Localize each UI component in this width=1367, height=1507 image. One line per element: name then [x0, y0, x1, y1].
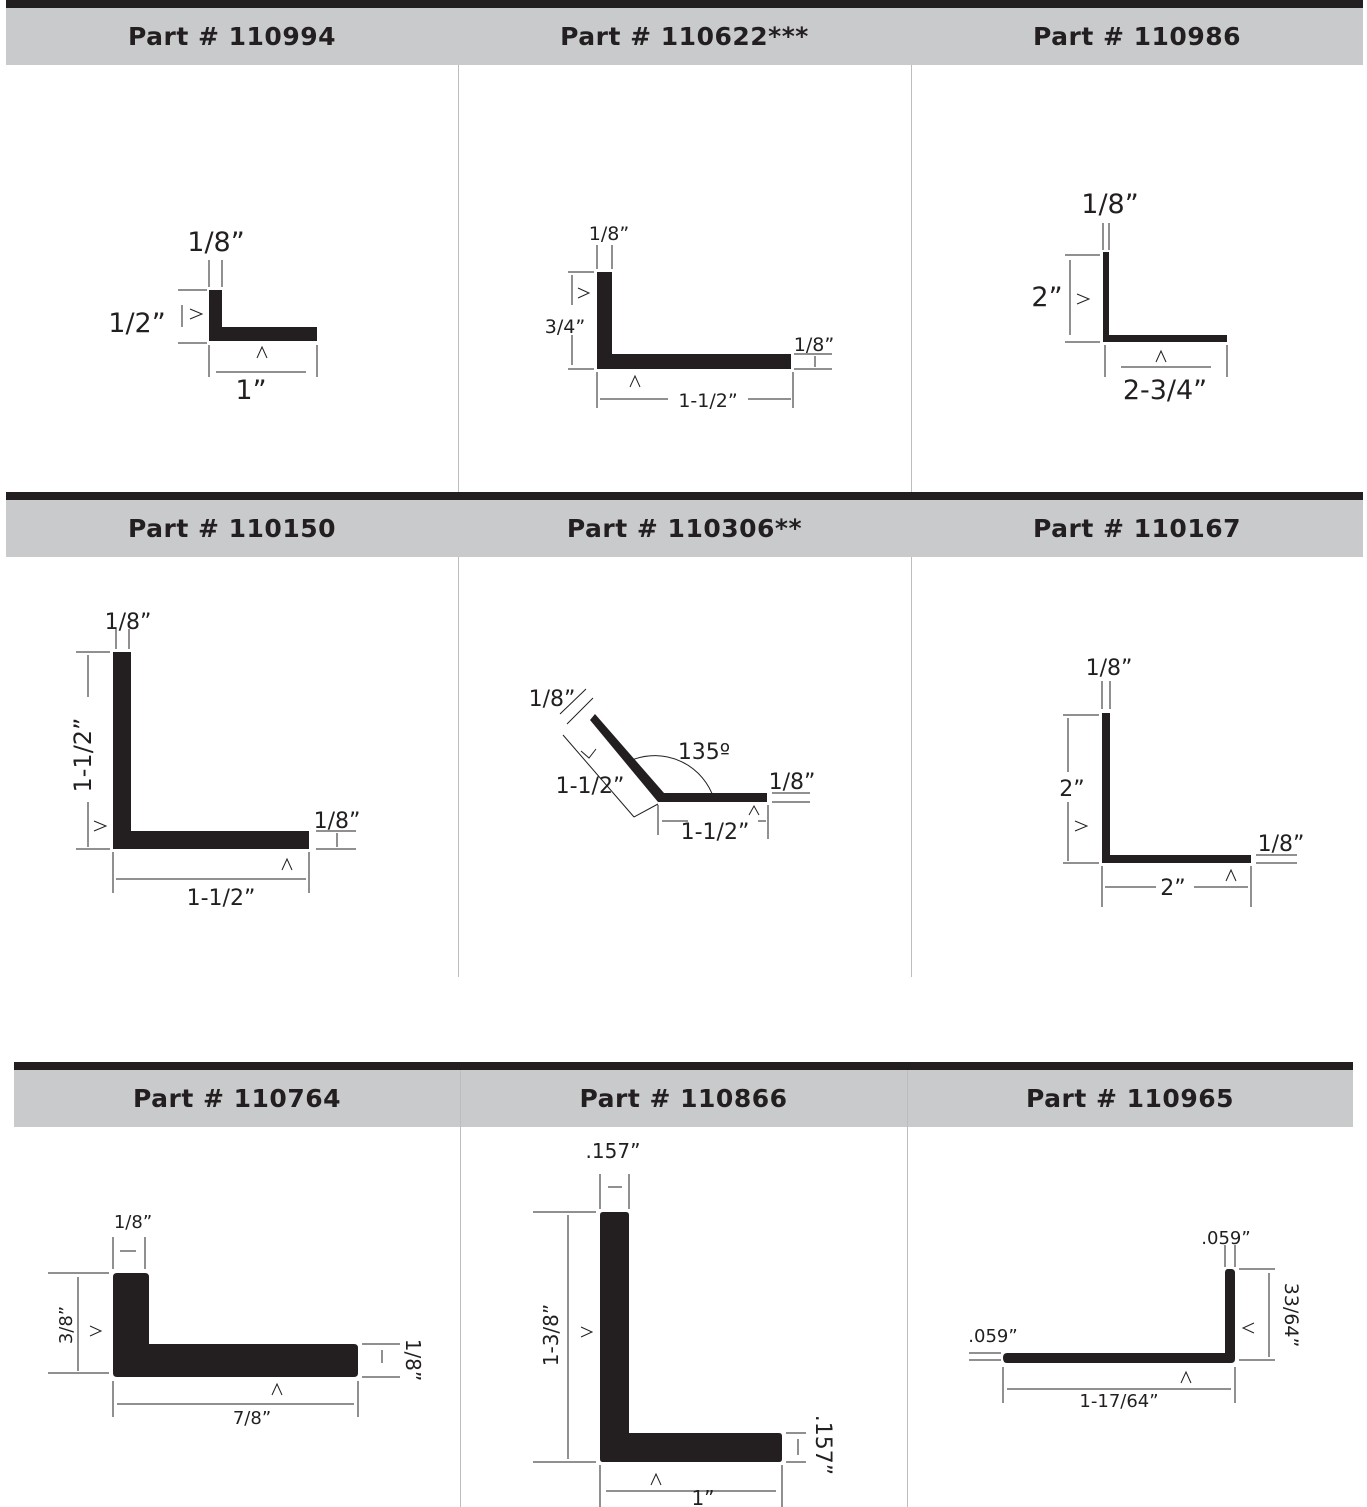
width-label: 7/8”: [233, 1408, 271, 1429]
thickness-label: 1/8”: [1086, 656, 1133, 681]
panel-title: Part # 110866: [579, 1084, 788, 1113]
angle-profile-shape: [113, 652, 309, 849]
leg-thickness-label: 1/8”: [1258, 832, 1305, 857]
dimension-line: [559, 688, 587, 715]
angle-profile-shape: [600, 1212, 782, 1462]
angle-profile-diagram-110622: 1/8” 3/4” 1-1/2” 1/8”: [545, 223, 834, 412]
weld-symbol: [1155, 349, 1167, 363]
row-3-header: [14, 1070, 1353, 1127]
thickness-label: 1/8”: [589, 223, 629, 245]
angle-profile-shape: [590, 714, 767, 802]
weld-symbol: [89, 1325, 103, 1337]
width-label: 1-17/64”: [1079, 1391, 1158, 1412]
weld-symbol: [271, 1382, 283, 1396]
weld-symbol: [1241, 1322, 1255, 1334]
height-label: 1/2”: [108, 308, 165, 339]
height-label: 1-1/2”: [69, 718, 97, 793]
width-label: 1-1/2”: [681, 820, 750, 845]
column-divider: [458, 557, 459, 977]
angle-profile-diagram-110965: .059” 33/64” .059” 1-17/64”: [968, 1228, 1302, 1412]
angle-label: 135º: [678, 740, 730, 765]
leg-thickness-label: .157”: [810, 1415, 835, 1475]
panel-title: Part # 110622***: [560, 22, 809, 51]
weld-symbol: [748, 804, 760, 816]
column-divider: [911, 65, 912, 492]
height-label: 2”: [1059, 777, 1084, 802]
thickness-label: 1/8”: [187, 227, 244, 258]
width-label: 1”: [235, 375, 266, 406]
thickness-label: 1/8”: [114, 1212, 152, 1233]
column-divider: [458, 65, 459, 492]
angle-profile-diagram-110986: 1/8” 2” 2-3/4”: [1031, 189, 1228, 406]
weld-symbol: [629, 374, 641, 388]
column-divider: [911, 557, 912, 977]
row-2-header: [6, 500, 1363, 557]
dimension-line: [566, 697, 594, 725]
leg-thickness-label: 1/8”: [401, 1339, 425, 1382]
weld-symbol: [1076, 293, 1091, 305]
weld-symbol: [93, 820, 108, 832]
weld-symbol: [256, 345, 268, 359]
angle-profile-shape: [1003, 1269, 1235, 1363]
width-label: 1-1/2”: [678, 390, 737, 412]
angle-profile-diagram-110866: .157” 1-3/8” 1” .157”: [533, 1139, 835, 1507]
leg-thickness-label: .059”: [968, 1326, 1017, 1347]
weld-symbol: [580, 1326, 594, 1338]
panel-title: Part # 110306**: [566, 514, 803, 543]
height-label: 3/8”: [56, 1306, 77, 1344]
height-label: 33/64”: [1280, 1283, 1302, 1348]
width-label: 1”: [691, 1486, 714, 1507]
angle-arc: [631, 755, 715, 800]
row-2-top-bar: [6, 492, 1363, 500]
angle-profile-shape: [209, 290, 317, 341]
row-3-top-bar: [14, 1062, 1353, 1070]
weld-symbol: [650, 1472, 662, 1486]
height-label: 3/4”: [545, 316, 585, 338]
angle-profile-shape: [113, 1273, 358, 1377]
weld-symbol: [577, 287, 591, 299]
row-1-header: [6, 8, 1363, 65]
angle-profile-diagram-110306: 1/8” 1-1/2” 135º 1-1/2” 1/8”: [529, 687, 816, 845]
leg-thickness-label: 1/8”: [794, 334, 834, 356]
panel-title: Part # 110764: [132, 1084, 342, 1113]
weld-symbol: [1074, 820, 1089, 832]
angle-profile-diagram-110150: 1/8” 1-1/2” 1-1/2” 1/8”: [69, 610, 361, 911]
angle-profile-diagram-110764: 1/8” 3/8” 7/8” 1/8”: [48, 1212, 425, 1429]
dimension-line: [562, 734, 635, 818]
weld-symbol: [1225, 868, 1237, 882]
angle-profile-shape: [597, 272, 791, 369]
panel-title: Part # 110167: [1032, 514, 1242, 543]
height-label: 1-3/8”: [539, 1304, 563, 1367]
panel-title: Part # 110965: [1025, 1084, 1235, 1113]
thickness-label: 1/8”: [529, 687, 576, 712]
thickness-label: .157”: [586, 1139, 641, 1163]
weld-symbol: [1180, 1370, 1192, 1384]
leg-thickness-label: 1/8”: [314, 809, 361, 834]
width-label: 2”: [1160, 876, 1185, 901]
panel-title: Part # 110986: [1032, 22, 1242, 51]
dimension-line: [633, 803, 659, 818]
panel-title: Part # 110994: [127, 22, 337, 51]
angle-profile-diagram-110167: 1/8” 2” 2” 1/8”: [1059, 656, 1305, 907]
angle-profile-shape: [1102, 713, 1251, 863]
weld-symbol: [580, 748, 597, 759]
panel-title: Part # 110150: [127, 514, 337, 543]
height-label: 2”: [1031, 282, 1062, 313]
row-1-top-bar: [6, 0, 1363, 8]
column-divider: [907, 1070, 908, 1507]
thickness-label: 1/8”: [1081, 189, 1138, 220]
angle-profile-diagram-110994: 1/8” 1/2” 1”: [108, 227, 318, 406]
width-label: 1-1/2”: [187, 886, 256, 911]
leg-thickness-label: 1/8”: [769, 770, 816, 795]
weld-symbol: [281, 857, 293, 871]
width-label: 2-3/4”: [1123, 375, 1207, 406]
weld-symbol: [189, 308, 204, 320]
column-divider: [460, 1070, 461, 1507]
thickness-label: 1/8”: [105, 610, 152, 635]
angle-profile-shape: [1103, 252, 1227, 342]
angled-leg-label: 1-1/2”: [556, 774, 625, 799]
thickness-label: .059”: [1201, 1228, 1250, 1249]
